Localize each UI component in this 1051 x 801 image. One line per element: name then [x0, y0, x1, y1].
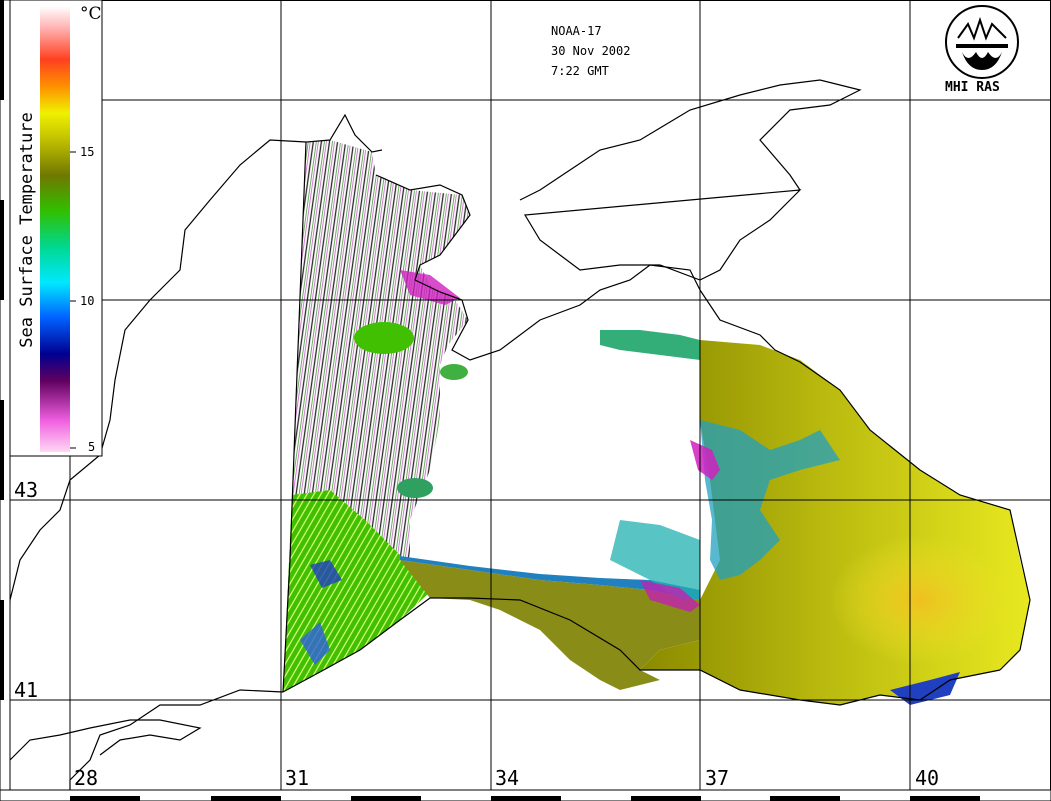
colorbar	[40, 6, 70, 452]
lat-label-41: 41	[14, 678, 39, 702]
date-label: 30 Nov 2002	[551, 44, 631, 58]
sst-region-south-band	[400, 556, 700, 600]
coastline-bosphorus	[9, 719, 202, 761]
sst-region-east-cold	[700, 420, 840, 580]
lon-label-28: 28	[74, 766, 99, 790]
sst-region-south-mag	[640, 580, 700, 612]
colorbar-tick-5: 5	[88, 440, 96, 454]
lon-label-34: 34	[495, 766, 520, 790]
colorbar-title-text: Sea Surface Temperature	[17, 112, 37, 348]
sst-patch-2	[440, 364, 468, 380]
colorbar-title: Sea Surface Temperature	[12, 90, 42, 370]
sst-region-west-blue	[300, 622, 330, 665]
sst-region-south-olive	[400, 560, 700, 690]
graticule	[10, 0, 1051, 790]
satellite-label: NOAA-17	[551, 24, 602, 38]
sst-region-east-band2	[600, 330, 700, 360]
lon-label-31: 31	[285, 766, 310, 790]
lon-label-37: 37	[705, 766, 730, 790]
time-label: 7:22 GMT	[551, 64, 609, 78]
sst-region-west-blue2	[310, 560, 342, 588]
coastline-azov	[519, 79, 862, 281]
sst-region-south-cold	[610, 520, 700, 600]
lat-label-43: 43	[14, 478, 39, 502]
sst-region-east-hot	[830, 535, 1010, 665]
sst-patch-3	[397, 478, 433, 498]
sst-region-east-magenta	[690, 440, 720, 480]
sst-region-east-band3	[890, 672, 960, 705]
sst-patch-1	[354, 322, 414, 354]
bottom-tick-scale	[0, 789, 1051, 801]
coastline-main	[69, 113, 1031, 800]
coastline-west	[7, 139, 307, 800]
colorbar-unit: °C	[80, 4, 102, 24]
colorbar-tick-10: 10	[80, 294, 95, 308]
colorbar-tick-15: 15	[80, 145, 95, 159]
lon-label-40: 40	[915, 766, 940, 790]
logo-text: MHI RAS	[945, 80, 1000, 95]
mhi-ras-logo-icon	[945, 5, 1019, 79]
left-tick-scale	[0, 0, 11, 801]
